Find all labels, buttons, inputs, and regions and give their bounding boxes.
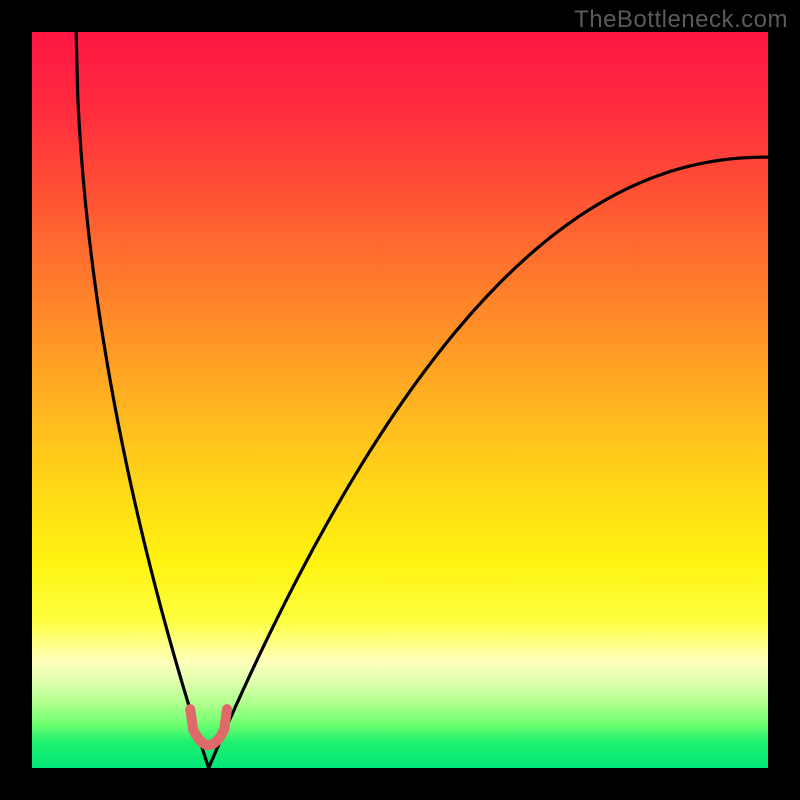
watermark-text: TheBottleneck.com [574, 6, 788, 34]
plot-area [32, 32, 768, 768]
chart-container: TheBottleneck.com [0, 0, 800, 800]
left-curve-line [76, 32, 208, 768]
curves-layer [32, 32, 768, 768]
right-curve-line [209, 157, 768, 768]
trough-marker [190, 709, 227, 745]
